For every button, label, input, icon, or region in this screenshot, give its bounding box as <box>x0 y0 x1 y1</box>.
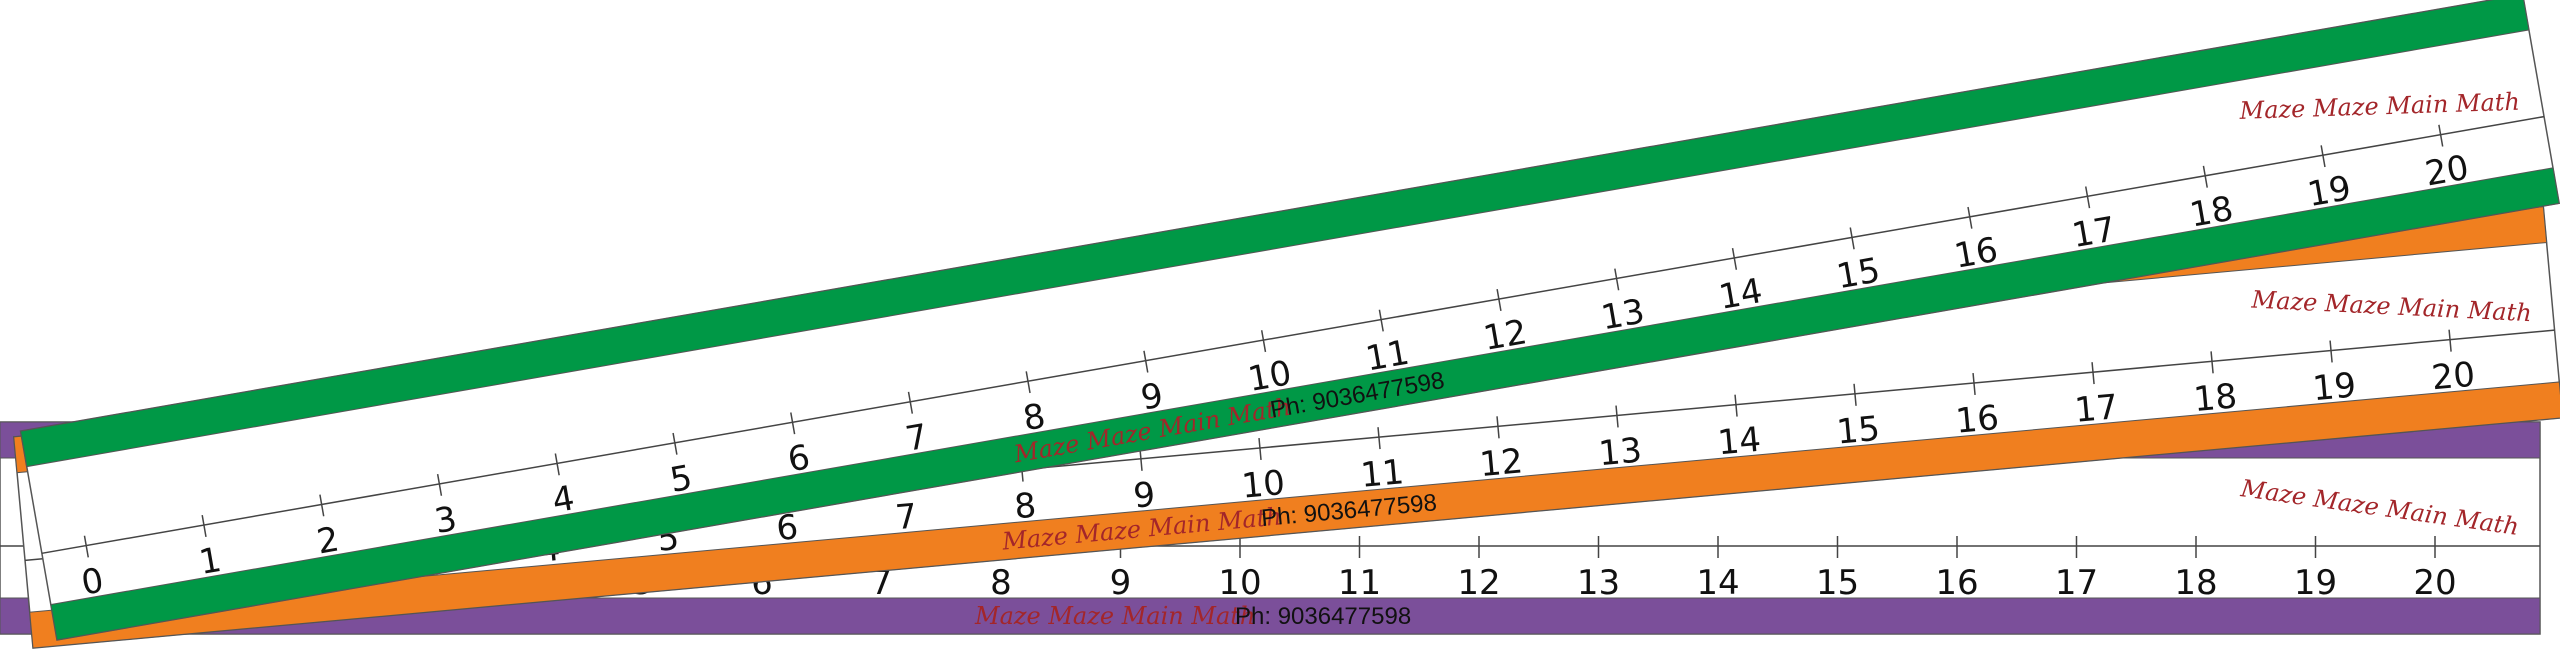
tick <box>1614 268 1620 291</box>
brand-bottom: Maze Maze Main Math <box>974 602 1255 630</box>
number-label: 17 <box>2055 563 2098 603</box>
number-label: 12 <box>1457 563 1500 603</box>
number-label: 11 <box>1363 333 1412 380</box>
number-label: 9 <box>1132 475 1157 517</box>
tick <box>1496 289 1502 311</box>
number-label: 10 <box>1245 353 1294 400</box>
number-label: 19 <box>2305 168 2354 215</box>
number-label: 14 <box>1716 420 1763 464</box>
number-label: 13 <box>1598 292 1647 339</box>
strip-bottom-band <box>29 381 2560 649</box>
tick <box>1731 247 1738 270</box>
tick <box>2329 340 2333 363</box>
number-line <box>41 115 2545 555</box>
number-label: 15 <box>1834 250 1883 297</box>
tick <box>1377 427 1381 450</box>
tick <box>1025 371 1031 394</box>
number-label: 7 <box>871 563 893 603</box>
tick <box>1967 206 1973 229</box>
number-label: 13 <box>1597 430 1644 474</box>
tick <box>907 391 914 414</box>
tick <box>1849 227 1855 250</box>
tick <box>790 412 796 435</box>
tick <box>201 515 207 537</box>
number-label: 20 <box>2413 563 2456 603</box>
number-label: 8 <box>990 563 1012 603</box>
tick <box>2438 124 2444 147</box>
tick <box>319 494 325 517</box>
number-label: 18 <box>2192 376 2239 420</box>
tick <box>1734 394 1738 417</box>
tick <box>2320 145 2326 168</box>
number-label: 17 <box>2073 387 2120 431</box>
number-label: 10 <box>1218 563 1261 603</box>
strip-bottom-band <box>0 597 2541 635</box>
tick <box>2202 165 2208 188</box>
strip-bottom-band <box>50 167 2560 641</box>
number-label: 16 <box>1935 563 1978 603</box>
tick <box>1853 383 1857 406</box>
number-label: 7 <box>894 496 919 538</box>
number-label: 20 <box>2422 148 2471 195</box>
tick <box>672 432 678 455</box>
number-label: 13 <box>1577 563 1620 603</box>
number-label: 12 <box>1478 441 1525 485</box>
tick <box>1143 350 1149 373</box>
tick <box>1972 372 1976 396</box>
number-label: 18 <box>2174 563 2217 603</box>
tick <box>1615 405 1619 428</box>
number-label: 19 <box>2294 563 2337 603</box>
number-label: 16 <box>1951 230 2000 277</box>
number-label: 11 <box>1338 563 1381 603</box>
number-label: 12 <box>1480 312 1529 359</box>
tick <box>1378 309 1384 332</box>
number-label: 19 <box>2311 365 2358 409</box>
number-label: 14 <box>1696 563 1739 603</box>
tick <box>2084 186 2091 209</box>
number-label: 16 <box>1954 398 2001 442</box>
tick <box>554 453 560 476</box>
number-label: 14 <box>1716 271 1765 318</box>
tick <box>436 473 443 496</box>
tick <box>2448 329 2452 352</box>
number-label: 11 <box>1359 452 1406 496</box>
number-label: 9 <box>1110 563 1132 603</box>
number-label: 8 <box>1013 486 1038 528</box>
tick <box>1496 416 1500 439</box>
tick <box>1260 330 1267 353</box>
tick <box>1258 437 1262 460</box>
number-label: 20 <box>2430 355 2477 399</box>
number-label: 18 <box>2187 189 2236 236</box>
tick <box>2210 351 2214 374</box>
number-label: 10 <box>1240 463 1287 507</box>
number-label: 17 <box>2069 209 2118 256</box>
phone: Ph: 9036477598 <box>1235 603 1411 630</box>
number-label: 15 <box>1835 409 1882 453</box>
tick <box>83 535 90 558</box>
tick <box>1139 448 1143 471</box>
strip-top-band <box>19 0 2530 468</box>
tick <box>2091 362 2095 385</box>
number-label: 15 <box>1816 563 1859 603</box>
